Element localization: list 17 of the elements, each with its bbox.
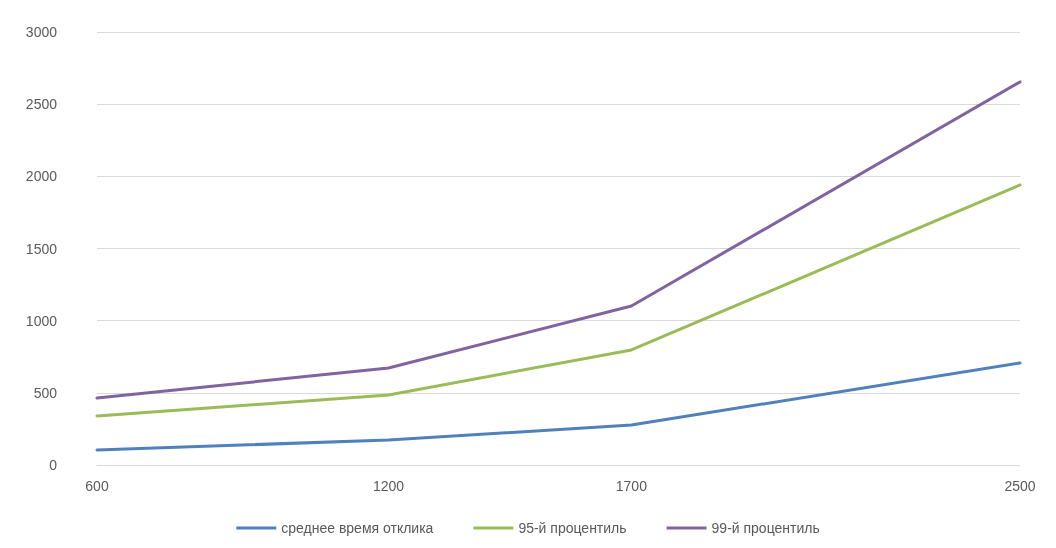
x-tick-label: 1200	[372, 478, 405, 494]
line-series	[95, 183, 1022, 418]
x-tick-label: 1700	[615, 478, 648, 494]
x-tick-label: 2500	[1004, 478, 1036, 494]
line-series	[95, 361, 1022, 452]
y-tick-label: 0	[49, 457, 58, 473]
legend-label: среднее время отклика	[281, 520, 434, 536]
y-tick-label: 1500	[25, 240, 58, 257]
y-tick-label: 2500	[25, 96, 58, 113]
y-tick-label: 3000	[25, 24, 58, 40]
y-tick-label: 1000	[25, 312, 58, 329]
line-series	[95, 80, 1022, 400]
y-tick-label: 2000	[25, 168, 58, 185]
y-tick-label: 500	[33, 384, 58, 401]
legend-label: 99-й процентиль	[711, 520, 820, 536]
x-tick-label: 600	[85, 478, 109, 494]
legend-label: 95-й процентиль	[518, 520, 627, 536]
